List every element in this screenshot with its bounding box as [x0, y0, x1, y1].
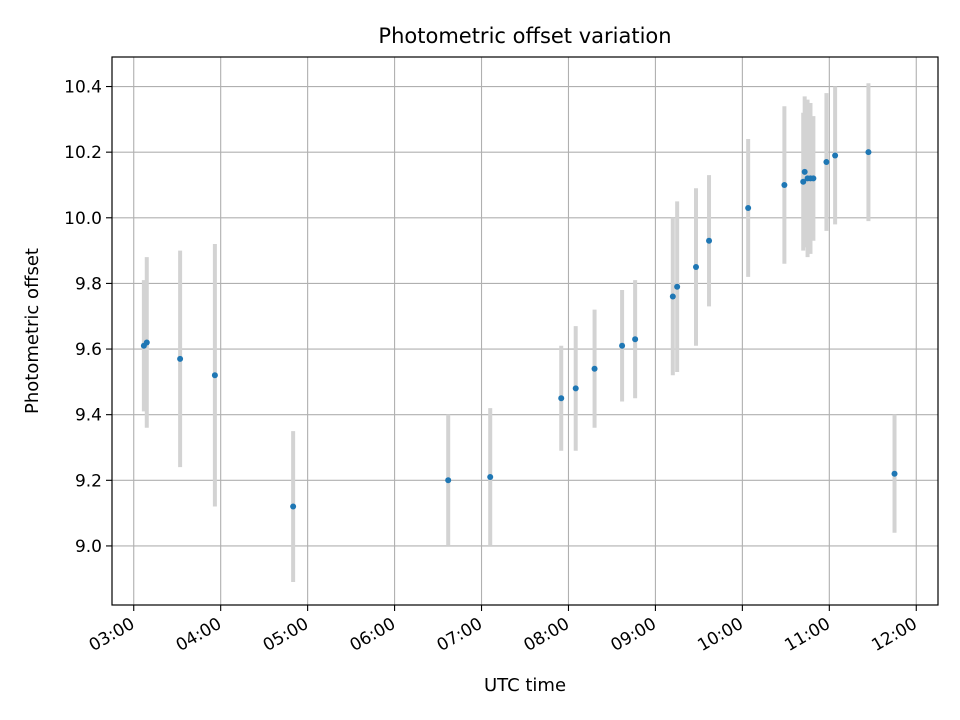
- data-point: [632, 336, 639, 343]
- y-tick-label: 9.8: [75, 274, 102, 294]
- data-point: [211, 372, 218, 379]
- x-axis-label: UTC time: [484, 675, 566, 696]
- data-point: [745, 204, 752, 211]
- y-tick-label: 9.6: [75, 340, 102, 360]
- data-point: [591, 365, 598, 372]
- y-tick-label: 9.4: [75, 406, 102, 426]
- data-point: [558, 395, 565, 402]
- data-point: [674, 283, 681, 290]
- data-point: [669, 293, 676, 300]
- data-point: [290, 503, 297, 510]
- data-point: [810, 175, 817, 182]
- y-tick-label: 9.2: [75, 471, 102, 491]
- data-point: [445, 477, 452, 484]
- data-point: [692, 264, 699, 271]
- data-point: [891, 470, 898, 477]
- y-axis-ticks: 9.0 9.2 9.4 9.6 9.8 10.0 10.2 10.4: [64, 78, 112, 557]
- y-tick-label: 10.2: [64, 143, 102, 163]
- data-point: [865, 149, 872, 156]
- chart-title: Photometric offset variation: [378, 24, 671, 48]
- data-point: [143, 339, 150, 346]
- y-axis-label: Photometric offset: [22, 248, 43, 414]
- data-point: [619, 342, 626, 349]
- data-point: [801, 168, 808, 175]
- y-tick-label: 10.0: [64, 209, 102, 229]
- data-points: [140, 149, 898, 510]
- y-tick-label: 10.4: [64, 78, 102, 98]
- data-point: [832, 152, 839, 159]
- data-point: [706, 237, 713, 244]
- y-tick-label: 9.0: [75, 537, 102, 557]
- data-point: [487, 474, 494, 481]
- data-point: [177, 355, 184, 362]
- plot-frame: [111, 56, 939, 606]
- data-point: [572, 385, 579, 392]
- data-point: [823, 159, 830, 166]
- data-point: [781, 181, 788, 188]
- data-point: [800, 178, 807, 185]
- grid: [112, 57, 938, 605]
